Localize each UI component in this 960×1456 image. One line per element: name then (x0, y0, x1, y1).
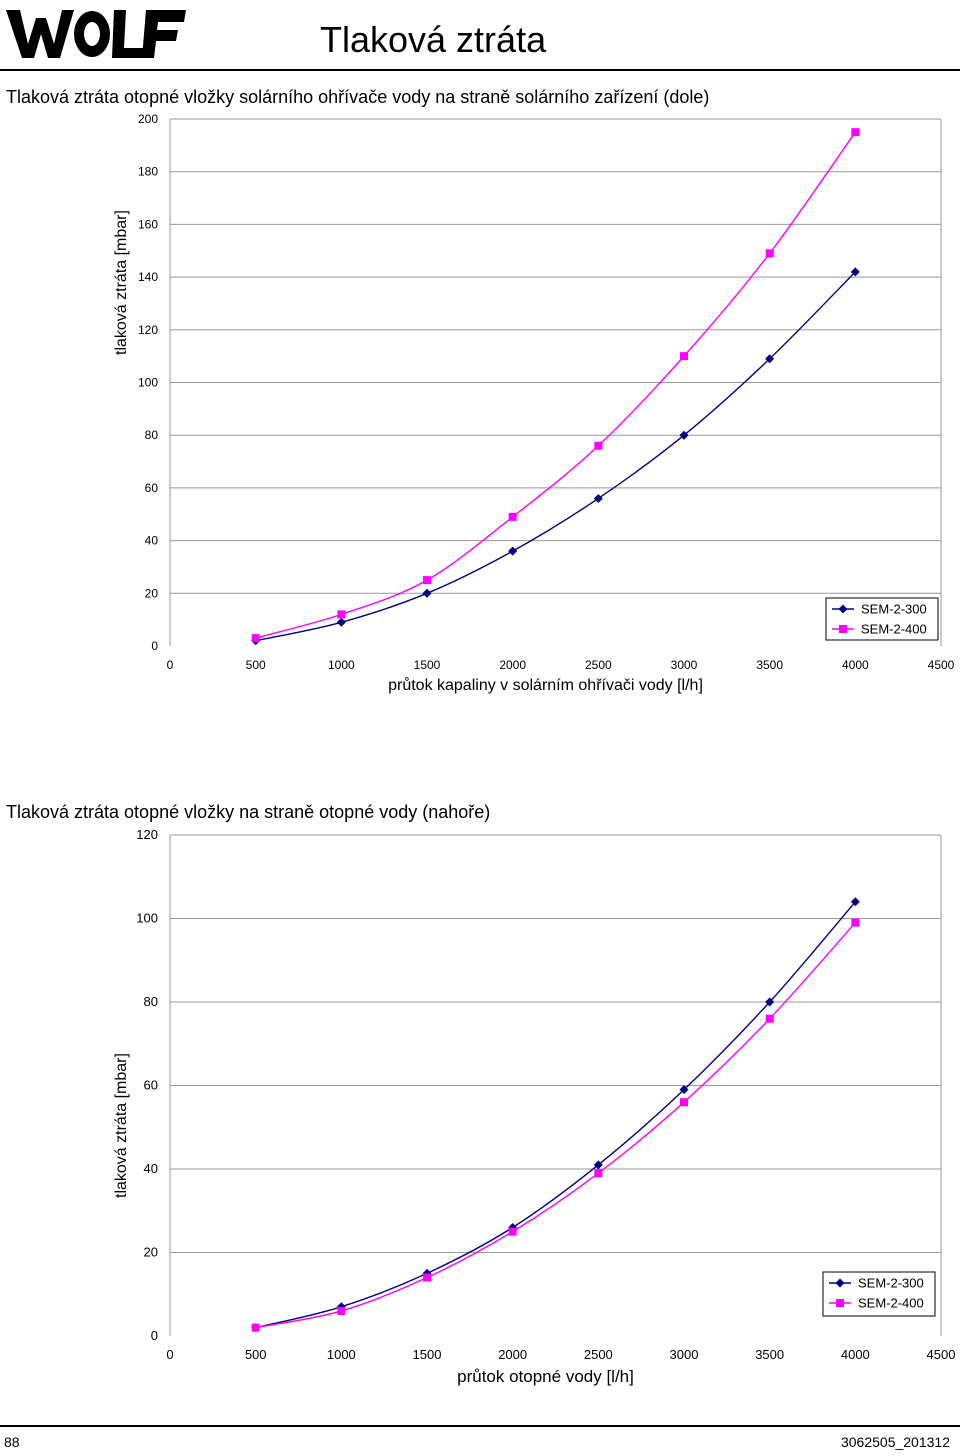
chart-1-title: Tlaková ztráta otopné vložky solárního o… (6, 87, 710, 107)
y-tick-label: 120 (138, 323, 158, 337)
legend-label: SEM-2-300 (861, 602, 927, 617)
footer-rule (0, 1425, 960, 1427)
y-tick-label: 60 (144, 1078, 158, 1093)
y-tick-label: 180 (138, 165, 158, 179)
y-tick-label: 160 (138, 217, 158, 231)
y-axis-label: tlaková ztráta [mbar] (113, 210, 130, 355)
y-tick-label: 20 (144, 1245, 158, 1260)
x-axis-label: průtok otopné vody [l/h] (457, 1367, 634, 1386)
data-point (422, 588, 432, 598)
legend: SEM-2-300 SEM-2-400 (825, 597, 939, 641)
x-tick-label: 500 (246, 658, 266, 672)
series-2 (251, 918, 860, 1332)
y-tick-label: 80 (144, 994, 158, 1009)
x-tick-label: 4000 (841, 1347, 870, 1362)
data-point (336, 617, 346, 627)
x-tick-label: 0 (167, 658, 174, 672)
data-point (850, 267, 860, 277)
data-point (594, 1169, 603, 1178)
data-point (594, 441, 603, 450)
legend-label: SEM-2-400 (861, 622, 927, 637)
y-tick-label: 40 (145, 534, 159, 548)
y-tick-label: 120 (136, 827, 158, 842)
data-point (337, 610, 346, 619)
data-point (423, 1273, 431, 1282)
chart-2: 0 20 40 60 80 100 120 0 500 1000 1500 2000 2500 3000 3… (113, 827, 956, 1386)
series-1 (251, 897, 860, 1333)
data-point (508, 1227, 517, 1236)
data-point (765, 354, 775, 364)
data-point (508, 512, 517, 521)
legend-marker (835, 1278, 845, 1288)
x-tick-label: 3000 (671, 658, 698, 672)
x-tick-label: 2500 (584, 1347, 613, 1362)
data-point (765, 249, 774, 258)
y-tick-label: 100 (138, 376, 158, 390)
data-point (251, 1323, 260, 1332)
legend-label: SEM-2-300 (858, 1276, 924, 1291)
y-tick-label: 100 (136, 911, 158, 926)
x-axis-label: průtok kapaliny v solárním ohřívači vody… (388, 676, 703, 694)
y-tick-label: 140 (138, 270, 158, 284)
data-point (508, 546, 518, 556)
x-tick-label: 1000 (327, 1347, 356, 1362)
x-tick-label: 2000 (499, 658, 526, 672)
data-point (337, 1306, 346, 1315)
data-point (680, 1098, 688, 1107)
page-title: Tlaková ztráta (320, 19, 547, 60)
data-point (593, 493, 603, 503)
y-axis-label: tlaková ztráta [mbar] (113, 1053, 130, 1198)
legend-marker (839, 625, 847, 633)
legend-marker (836, 1299, 844, 1307)
series-2 (251, 128, 860, 643)
x-tick-label: 0 (166, 1347, 173, 1362)
data-point (423, 576, 431, 585)
y-tick-label: 20 (145, 586, 159, 600)
y-tick-label: 60 (145, 481, 159, 495)
data-point (680, 352, 688, 361)
header-rule (0, 69, 960, 71)
x-tick-label: 500 (245, 1347, 267, 1362)
series-1 (251, 267, 860, 646)
data-point (765, 997, 775, 1007)
x-tick-label: 3500 (755, 1347, 784, 1362)
y-tick-label: 200 (138, 112, 158, 126)
x-tick-label: 4500 (928, 658, 955, 672)
y-tick-label: 40 (144, 1161, 158, 1176)
data-point (679, 430, 689, 440)
series-line (255, 901, 856, 1329)
x-tick-label: 4000 (842, 658, 869, 672)
chart-2-title: Tlaková ztráta otopné vložky na straně o… (6, 802, 491, 822)
x-tick-label: 4500 (927, 1347, 956, 1362)
legend-marker (838, 604, 848, 614)
x-tick-label: 1500 (413, 1347, 442, 1362)
data-point (251, 634, 260, 643)
x-tick-label: 1500 (414, 658, 441, 672)
legend-label: SEM-2-400 (858, 1296, 924, 1311)
x-tick-label: 3500 (756, 658, 783, 672)
x-tick-label: 2500 (585, 658, 612, 672)
wolf-logo (6, 6, 188, 60)
y-tick-label: 80 (145, 428, 159, 442)
data-point (679, 1085, 689, 1095)
page-number: 88 (4, 1434, 20, 1450)
x-tick-label: 3000 (670, 1347, 699, 1362)
legend: SEM-2-300 SEM-2-400 (822, 1271, 936, 1317)
y-tick-label: 0 (151, 639, 158, 653)
data-point (765, 1014, 774, 1023)
data-point (851, 128, 860, 137)
series-line (255, 922, 856, 1329)
data-point (850, 897, 860, 907)
data-point (593, 1160, 603, 1170)
legend-box (825, 597, 939, 641)
y-tick-label: 0 (151, 1328, 158, 1343)
legend-box (822, 1271, 936, 1317)
document-code: 3062505_201312 (840, 1434, 950, 1450)
x-tick-label: 1000 (328, 658, 355, 672)
data-point (851, 918, 860, 927)
x-tick-label: 2000 (498, 1347, 527, 1362)
